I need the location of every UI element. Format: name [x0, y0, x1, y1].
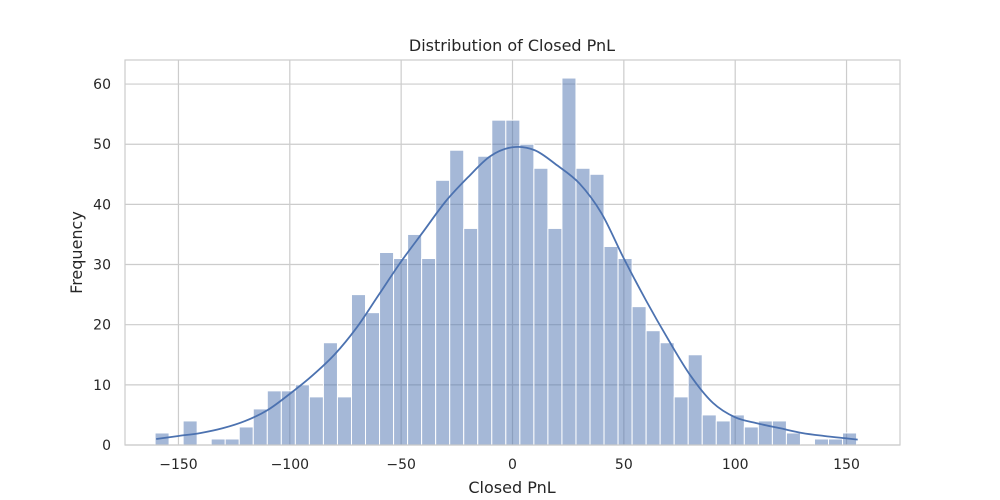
chart-title: Distribution of Closed PnL	[409, 36, 615, 55]
histogram-bar	[743, 426, 759, 446]
x-tick-label: 0	[508, 457, 517, 473]
y-axis-label: Frequency	[67, 211, 86, 294]
histogram-bar	[365, 312, 381, 446]
x-tick-label: 50	[615, 457, 633, 473]
histogram-bar	[533, 167, 549, 446]
histogram-bar	[463, 227, 479, 446]
histogram-bar	[491, 119, 507, 446]
histogram-bar	[603, 245, 619, 446]
histogram-bar	[715, 420, 731, 446]
x-tick-labels: −150 −100 −50 0 50 100 150	[159, 457, 860, 473]
y-tick-labels: 0 10 20 30 40 50 60	[93, 77, 111, 454]
x-tick-label: −100	[271, 457, 309, 473]
histogram-bar	[813, 438, 830, 446]
histogram-bar	[407, 233, 423, 446]
histogram-bar	[645, 330, 661, 446]
kde-line	[156, 145, 858, 441]
x-tick-label: 100	[722, 457, 749, 473]
y-tick-label: 40	[93, 197, 111, 213]
histogram-bar	[771, 420, 787, 446]
histogram-bar	[673, 396, 689, 446]
histogram-bar	[266, 390, 282, 446]
x-tick-label: 150	[833, 457, 860, 473]
x-axis-label: Closed PnL	[468, 478, 555, 497]
histogram-bar	[421, 258, 437, 446]
histogram-bar	[659, 342, 675, 446]
plot-frame	[124, 59, 901, 446]
x-tick-label: −150	[159, 457, 197, 473]
histogram-bar	[477, 155, 493, 446]
histogram-bar	[238, 426, 254, 446]
histogram-bar	[575, 167, 591, 446]
x-tick-label: −50	[386, 457, 416, 473]
y-tick-label: 0	[102, 438, 111, 454]
histogram-bar	[224, 438, 240, 446]
y-tick-label: 60	[93, 77, 111, 93]
y-tick-label: 20	[93, 318, 111, 334]
histogram-bar	[308, 396, 324, 446]
bars-layer	[154, 77, 858, 446]
histogram-bar	[379, 252, 395, 446]
histogram-bar	[547, 227, 563, 446]
histogram-bar	[435, 179, 451, 446]
histogram-bar	[785, 432, 801, 446]
y-tick-label: 30	[93, 258, 111, 274]
kde-layer	[156, 145, 858, 441]
histogram-bar	[631, 306, 647, 446]
histogram-bar	[210, 438, 226, 446]
histogram-bar	[617, 258, 633, 446]
histogram-bar	[519, 143, 535, 446]
histogram-bar	[687, 354, 703, 446]
histogram-bar	[393, 258, 409, 446]
histogram-bar	[828, 438, 844, 446]
histogram-bar	[505, 119, 521, 446]
histogram-bar	[561, 77, 577, 446]
histogram-bar	[294, 384, 310, 446]
histogram-bar	[701, 414, 717, 446]
y-tick-label: 50	[93, 137, 111, 153]
histogram-bar	[336, 396, 352, 446]
y-tick-label: 10	[93, 378, 111, 394]
